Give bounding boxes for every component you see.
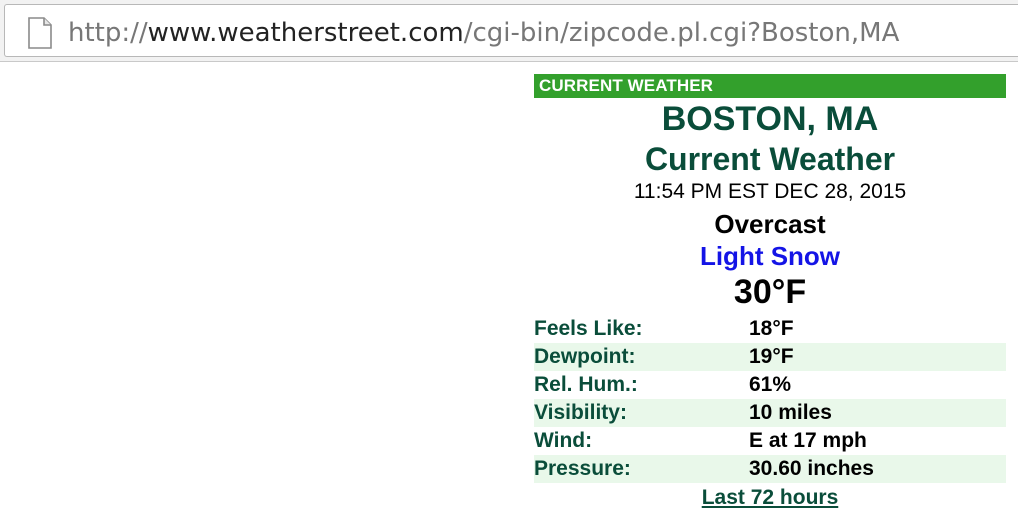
humidity-value: 61% [749,373,792,396]
visibility-label: Visibility: [534,401,627,424]
document-icon [28,17,52,49]
humidity-label: Rel. Hum.: [534,373,638,396]
table-row: Dewpoint: 19°F [534,343,1006,371]
current-temperature: 30°F [733,273,807,311]
url-text: http://www.weatherstreet.com/cgi-bin/zip… [68,15,899,51]
wind-label: Wind: [534,429,593,452]
dewpoint-value: 19°F [749,345,794,368]
last-72-hours-link[interactable]: Last 72 hours [701,486,839,509]
dewpoint-label: Dewpoint: [534,345,636,368]
current-weather-panel: CURRENT WEATHER BOSTON, MA Current Weath… [534,74,1006,512]
url-path: /cgi-bin/zipcode.pl.cgi?Boston,MA [463,18,900,48]
observations-table: Feels Like: 18°F Dewpoint: 19°F Rel. Hum… [534,315,1006,483]
history-link-container: Last 72 hours [534,484,1006,512]
sky-condition: Overcast [714,209,826,239]
panel-header: CURRENT WEATHER [534,74,1006,98]
url-host: www.weatherstreet.com [147,18,464,48]
page-subtitle: Current Weather [644,141,896,177]
feels-like-value: 18°F [749,317,794,340]
table-row: Feels Like: 18°F [534,315,1006,343]
wind-value: E at 17 mph [749,429,867,452]
city-title: BOSTON, MA [661,100,879,138]
table-row: Wind: E at 17 mph [534,427,1006,455]
url-input[interactable]: http://www.weatherstreet.com/cgi-bin/zip… [4,4,1018,57]
table-row: Rel. Hum.: 61% [534,371,1006,399]
url-scheme: http:// [68,18,148,48]
browser-address-bar: http://www.weatherstreet.com/cgi-bin/zip… [0,0,1018,62]
pressure-value: 30.60 inches [749,457,874,480]
table-row: Pressure: 30.60 inches [534,455,1006,483]
precipitation-condition: Light Snow [699,241,841,271]
visibility-value: 10 miles [749,401,832,424]
pressure-label: Pressure: [534,457,631,480]
observation-timestamp: 11:54 PM EST DEC 28, 2015 [633,180,907,203]
feels-like-label: Feels Like: [534,317,643,340]
table-row: Visibility: 10 miles [534,399,1006,427]
